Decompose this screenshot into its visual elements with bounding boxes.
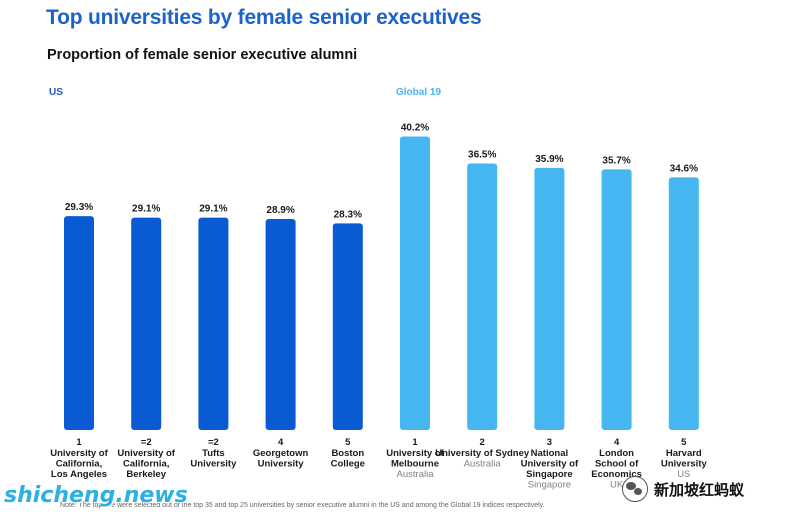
category-rank: 1 bbox=[76, 437, 82, 448]
category-label: University of Sydney bbox=[435, 448, 530, 459]
category-rank: 4 bbox=[614, 437, 620, 448]
wechat-icon bbox=[622, 476, 648, 502]
category-label: University bbox=[661, 459, 708, 470]
bar bbox=[64, 216, 94, 430]
category-rank: 5 bbox=[345, 437, 351, 448]
category-label: National bbox=[531, 448, 568, 459]
category-country: UK bbox=[610, 480, 624, 491]
category-label: California, bbox=[56, 459, 102, 470]
bar bbox=[265, 219, 296, 430]
category-label: Melbourne bbox=[391, 459, 439, 470]
bar-value-label: 29.3% bbox=[65, 202, 93, 213]
category-label: University of bbox=[521, 459, 579, 470]
bar bbox=[400, 136, 430, 431]
category-rank: 5 bbox=[681, 437, 687, 448]
category-label: Economics bbox=[591, 469, 642, 480]
bar bbox=[534, 167, 565, 430]
category-rank: 4 bbox=[278, 437, 284, 448]
bar-value-label: 35.7% bbox=[602, 155, 630, 166]
category-rank: 2 bbox=[480, 437, 485, 448]
category-label: School of bbox=[595, 459, 639, 470]
category-country: Australia bbox=[397, 469, 435, 480]
category-label: Tufts bbox=[202, 448, 225, 459]
watermark-account-text: 新加坡红蚂蚁 bbox=[654, 481, 745, 499]
category-label: Singapore bbox=[526, 469, 572, 480]
category-label: California, bbox=[123, 459, 169, 470]
category-rank: 1 bbox=[412, 437, 418, 448]
watermark-site: shicheng.news bbox=[4, 483, 188, 508]
category-label: Harvard bbox=[666, 448, 702, 459]
category-label: University of bbox=[50, 448, 108, 459]
chart-title: Top universities by female senior execut… bbox=[46, 6, 482, 29]
category-label: Boston bbox=[331, 448, 364, 459]
category-rank: 3 bbox=[547, 437, 552, 448]
category-rank: =2 bbox=[141, 437, 152, 448]
category-label: University bbox=[258, 459, 305, 470]
category-label: Los Angeles bbox=[51, 469, 107, 480]
group-label-us: US bbox=[49, 87, 63, 98]
category-country: US bbox=[677, 469, 690, 480]
bar bbox=[668, 177, 699, 430]
category-rank: =2 bbox=[208, 437, 219, 448]
category-label: University of bbox=[386, 448, 444, 459]
category-country: Australia bbox=[464, 459, 502, 470]
bar-value-label: 28.3% bbox=[334, 209, 362, 220]
bar bbox=[601, 169, 632, 430]
bar-value-label: 29.1% bbox=[199, 204, 227, 215]
category-label: London bbox=[599, 448, 634, 459]
category-label: University bbox=[190, 459, 237, 470]
category-country: Singapore bbox=[528, 480, 571, 491]
category-label: University of bbox=[117, 448, 175, 459]
category-label: Georgetown bbox=[253, 448, 309, 459]
footnote: Note: The top five were selected out of … bbox=[60, 502, 545, 509]
watermark-account: 新加坡红蚂蚁 bbox=[622, 476, 744, 502]
bar-value-label: 28.9% bbox=[266, 205, 294, 216]
bar bbox=[131, 217, 162, 430]
category-label: College bbox=[331, 459, 365, 470]
bar bbox=[198, 217, 229, 430]
bar-value-label: 34.6% bbox=[670, 163, 698, 174]
bar-value-label: 36.5% bbox=[468, 150, 496, 161]
group-label-global: Global 19 bbox=[396, 87, 442, 98]
bar bbox=[467, 163, 498, 431]
chart-subtitle: Proportion of female senior executive al… bbox=[47, 47, 358, 63]
bar-value-label: 29.1% bbox=[132, 204, 160, 215]
category-label: Berkeley bbox=[126, 469, 166, 480]
bar bbox=[332, 223, 363, 430]
bar-value-label: 35.9% bbox=[535, 154, 563, 165]
bar-value-label: 40.2% bbox=[401, 123, 429, 134]
